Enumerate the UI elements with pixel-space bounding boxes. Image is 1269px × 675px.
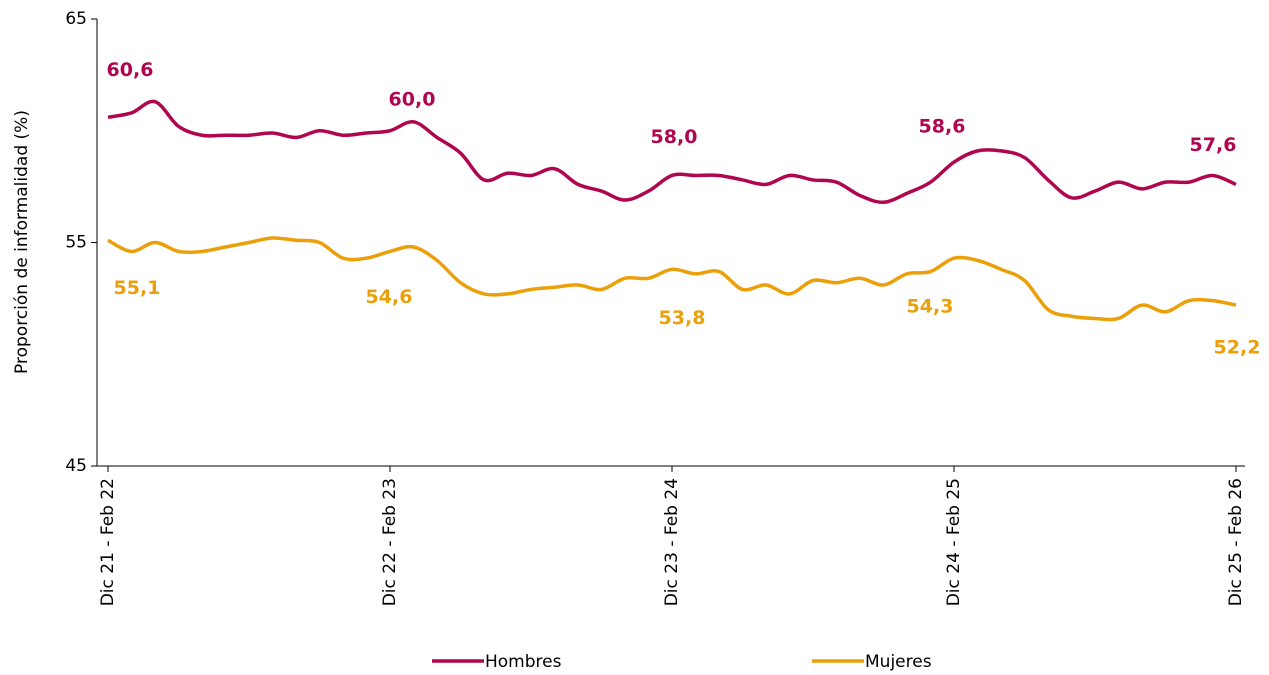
legend-label: Mujeres <box>865 652 932 672</box>
data-label: 54,6 <box>366 286 413 308</box>
y-tick-label: 65 <box>65 9 87 29</box>
legend-label: Hombres <box>485 652 562 672</box>
data-label: 58,6 <box>919 116 966 138</box>
data-label: 52,2 <box>1214 337 1261 359</box>
y-axis-label: Proporción de informalidad (%) <box>12 110 32 374</box>
x-tick-label: Dic 22 - Feb 23 <box>380 478 400 606</box>
x-tick-label: Dic 24 - Feb 25 <box>944 478 964 606</box>
series-line <box>107 236 1237 322</box>
data-label: 57,6 <box>1190 134 1237 156</box>
x-tick-label: Dic 21 - Feb 22 <box>98 478 118 606</box>
data-label: 55,1 <box>114 277 161 299</box>
y-tick-label: 45 <box>65 456 87 476</box>
data-label: 54,3 <box>907 296 954 318</box>
x-tick-label: Dic 23 - Feb 24 <box>662 478 682 606</box>
y-tick-label: 55 <box>65 233 87 253</box>
data-label: 58,0 <box>651 126 698 148</box>
data-label: 60,6 <box>107 59 154 81</box>
series-line <box>107 99 1237 205</box>
x-tick-label: Dic 25 - Feb 26 <box>1226 478 1246 606</box>
data-label: 60,0 <box>389 88 436 110</box>
data-label: 53,8 <box>659 307 706 329</box>
